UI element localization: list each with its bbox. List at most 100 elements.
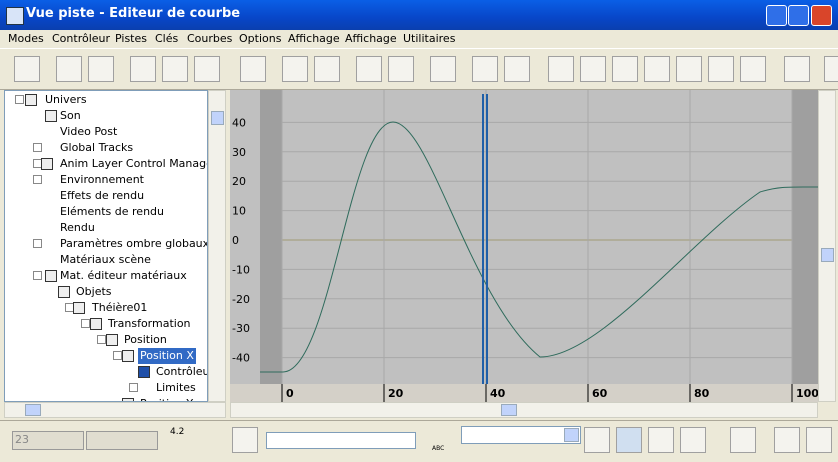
tool-button[interactable] — [472, 56, 498, 82]
frame-field[interactable]: 23 — [12, 431, 84, 450]
function-curve[interactable] — [260, 121, 818, 373]
expander[interactable] — [33, 239, 42, 248]
tool-button[interactable] — [644, 56, 670, 82]
tree-item[interactable]: Contrôleur — [156, 365, 207, 378]
menu-item[interactable]: Clés — [155, 32, 179, 45]
expander[interactable] — [33, 271, 42, 280]
expander[interactable] — [33, 143, 42, 152]
tree-item[interactable]: Son — [60, 109, 81, 122]
menu-item[interactable]: Affichage — [288, 32, 340, 45]
tree-item[interactable]: Matériaux scène — [60, 253, 151, 266]
tree-item[interactable]: Eléments de rendu — [60, 205, 164, 218]
tree-item[interactable]: Univers — [45, 93, 87, 106]
tree-item[interactable]: Théière01 — [92, 301, 148, 314]
expander[interactable] — [15, 95, 24, 104]
time-slider[interactable] — [486, 94, 488, 402]
out-of-range-right — [792, 90, 818, 384]
editor-vscroll[interactable] — [818, 90, 836, 402]
filter-dropdown[interactable] — [461, 426, 581, 444]
tree-item[interactable]: Position Y — [138, 396, 195, 401]
grid: 40 30 20 10 0 -10 -20 -30 -40 — [232, 90, 793, 384]
expander[interactable] — [97, 335, 106, 344]
minimize-button[interactable] — [766, 5, 787, 26]
value-field[interactable] — [86, 431, 158, 450]
expander[interactable] — [81, 319, 90, 328]
tree-vscroll[interactable] — [208, 90, 226, 402]
close-button[interactable] — [811, 5, 832, 26]
value-tick-label: -10 — [232, 263, 250, 276]
menu-item[interactable]: Contrôleur — [52, 32, 111, 45]
frame-tick-label: 20 — [388, 387, 404, 400]
tree-item[interactable]: Position — [124, 333, 167, 346]
window-title: Vue piste - Editeur de courbe — [26, 6, 241, 21]
tool-button[interactable] — [548, 56, 574, 82]
editor-background — [230, 90, 818, 402]
tree-hscroll[interactable] — [4, 402, 226, 418]
tool-button[interactable] — [240, 56, 266, 82]
tree-item[interactable]: Video Post — [60, 125, 118, 138]
menu-item[interactable]: Options — [239, 32, 282, 45]
menu-item[interactable]: Affichage — [345, 32, 397, 45]
tool-button[interactable] — [648, 427, 674, 453]
tree-item[interactable]: Paramètres ombre globaux — [60, 237, 208, 250]
tool-button[interactable] — [784, 56, 810, 82]
tool-button[interactable] — [314, 56, 340, 82]
tool-button[interactable] — [676, 56, 702, 82]
tool-button[interactable] — [388, 56, 414, 82]
tree-item[interactable]: Transformation — [108, 317, 191, 330]
tool-button[interactable] — [14, 56, 40, 82]
tree-item[interactable]: Rendu — [60, 221, 95, 234]
tree-item[interactable]: Objets — [76, 285, 112, 298]
tool-button[interactable] — [584, 427, 610, 453]
expander[interactable] — [113, 351, 122, 360]
tool-button[interactable] — [356, 56, 382, 82]
tool-button[interactable] — [612, 56, 638, 82]
value-tick-label: 0 — [232, 234, 239, 247]
tool-button[interactable] — [616, 427, 642, 453]
tool-button[interactable] — [430, 56, 456, 82]
expander[interactable] — [129, 383, 138, 392]
tree-item[interactable]: Effets de rendu — [60, 189, 145, 202]
tool-button[interactable] — [130, 56, 156, 82]
tree-item[interactable]: Environnement — [60, 173, 144, 186]
tool-button[interactable] — [824, 56, 838, 82]
value-tick-label: -40 — [232, 352, 250, 365]
time-slider[interactable] — [482, 94, 484, 402]
editor-hscroll[interactable] — [230, 402, 818, 418]
maximize-button[interactable] — [788, 5, 809, 26]
tool-button[interactable] — [504, 56, 530, 82]
name-field[interactable] — [266, 432, 416, 449]
curve-icon-label[interactable]: 4.2 — [170, 427, 185, 437]
menu-item[interactable]: Courbes — [187, 32, 233, 45]
abc-label[interactable]: ABC — [432, 445, 445, 452]
tool-button[interactable] — [88, 56, 114, 82]
menu-item[interactable]: Utilitaires — [403, 32, 456, 45]
menu-item[interactable]: Modes — [8, 32, 44, 45]
frame-tick-label: 100 — [796, 387, 818, 400]
value-tick-label: 30 — [232, 146, 246, 159]
zoom-button[interactable] — [232, 427, 258, 453]
track-icon — [122, 350, 134, 362]
menu-item[interactable]: Pistes — [115, 32, 147, 45]
tool-button[interactable] — [740, 56, 766, 82]
tool-button[interactable] — [56, 56, 82, 82]
tool-button[interactable] — [680, 427, 706, 453]
tree-item[interactable]: Mat. éditeur matériaux — [60, 269, 187, 282]
tree-item[interactable]: Anim Layer Control Manager — [60, 157, 208, 170]
expander[interactable] — [33, 175, 42, 184]
tool-button[interactable] — [162, 56, 188, 82]
tree-item[interactable]: Global Tracks — [60, 141, 134, 154]
fit-button[interactable] — [774, 427, 800, 453]
tool-button[interactable] — [282, 56, 308, 82]
value-tick-label: 10 — [232, 205, 246, 218]
tool-button[interactable] — [194, 56, 220, 82]
tree-item[interactable]: Limites — [156, 381, 196, 394]
fit-button[interactable] — [806, 427, 832, 453]
pan-button[interactable] — [730, 427, 756, 453]
tree-item[interactable]: Position X — [138, 348, 196, 364]
tool-button[interactable] — [708, 56, 734, 82]
tool-button[interactable] — [580, 56, 606, 82]
frame-tick-label: 0 — [286, 387, 294, 400]
